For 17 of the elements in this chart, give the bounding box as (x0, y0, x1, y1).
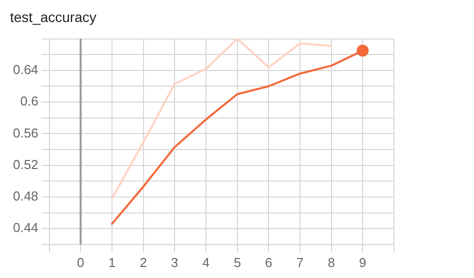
x-tick-label: 9 (359, 254, 366, 270)
x-tick-label: 0 (77, 254, 84, 270)
x-tick-label: 3 (171, 254, 178, 270)
x-tick-label: 8 (328, 254, 335, 270)
x-tick-label: 7 (296, 254, 304, 270)
y-tick-label: 0.64 (12, 62, 38, 78)
y-tick-label: 0.52 (12, 156, 38, 172)
y-tick-label: 0.48 (12, 188, 38, 204)
y-tick-label: 0.6 (20, 94, 38, 109)
x-tick-label: 2 (140, 254, 147, 270)
x-tick-label: 1 (108, 254, 116, 270)
y-tick-label: 0.56 (12, 125, 38, 140)
y-tick-label: 0.44 (12, 220, 38, 236)
x-tick-label: 4 (202, 254, 210, 270)
x-tick-label: 5 (234, 254, 241, 270)
x-tick-label: 6 (265, 254, 272, 270)
chart-title: test_accuracy (10, 9, 96, 25)
